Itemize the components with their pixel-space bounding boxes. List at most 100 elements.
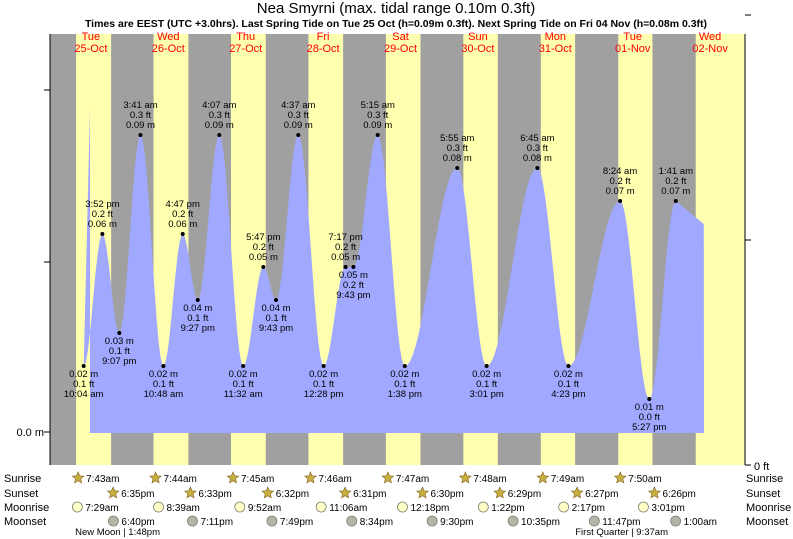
high-tide-marker: 3:52 pm0.2 ft0.06 m [85,199,120,236]
sunrise-star-icon [536,471,550,484]
date-label: 31-Oct [539,43,572,55]
moonrise-entry: 12:18pm [397,501,449,514]
moonset-moon-icon [346,515,358,527]
right-axis-label: 0 ft [754,461,769,473]
astro-row-label-left: Sunset [4,488,38,500]
moonset-moon-icon [266,515,278,527]
tide-height-ft: 0.1 ft [109,346,130,357]
tide-time: 9:07 pm [102,356,136,367]
tide-point [241,364,246,368]
date-label: 29-Oct [384,43,417,55]
moonset-moon-icon [507,515,519,527]
tide-point [351,265,356,269]
high-tide-marker: 5:15 am0.3 ft0.09 m [361,100,395,137]
tide-time: 1:38 pm [388,389,422,400]
moonrise-entry: 8:39am [153,501,200,514]
tide-height-ft: 0.2 ft [172,209,193,220]
day-of-week-label: Mon [545,31,566,43]
tide-point [81,364,86,368]
tide-height-m: 0.08 m [443,153,472,164]
tide-height-m: 0.09 m [284,120,313,131]
date-label: 02-Nov [692,43,728,55]
moonset-entry: 7:11pm [187,515,233,528]
tide-time: 9:27 pm [181,323,215,334]
moonset-entry: 10:35pm [507,515,560,528]
moon-phase-label: First Quarter | 9:37am [575,527,668,538]
day-of-week-label: Sun [468,31,488,43]
day-of-week-label: Tue [82,31,101,43]
moonrise-moon-icon [477,501,489,513]
sunrise-time: 7:44am [164,474,197,485]
moon-phase-first-quarter: First Quarter | 9:37am [575,527,668,538]
tide-time: 5:55 am [440,133,474,144]
sunset-entry: 6:27pm [570,486,618,500]
tide-point [217,133,222,137]
tide-height-ft: 0.3 ft [288,110,309,121]
sunset-star-icon [338,486,352,499]
high-tide-marker: 8:24 am0.2 ft0.07 m [603,166,637,203]
day-labels: Tue25-OctWed26-OctThu27-OctFri28-OctSat2… [74,31,728,55]
tide-height-m: 0.02 m [229,369,258,380]
tide-height-m: 0.02 m [554,369,583,380]
tide-time: 4:47 pm [166,199,200,210]
tide-height-m: 0.07 m [661,186,690,197]
date-label: 01-Nov [615,43,651,55]
tide-height-m: 0.06 m [168,219,197,230]
moonrise-time: 8:39am [166,503,199,514]
sunrise-entry: 7:45am [226,471,274,485]
tide-point [566,364,571,368]
day-of-week-label: Sat [392,31,409,43]
tide-height-ft: 0.1 ft [187,313,208,324]
tide-height-m: 0.02 m [149,369,178,380]
sunrise-time: 7:48am [473,474,506,485]
moonset-moon-icon [108,515,119,527]
tide-height-ft: 0.3 ft [527,143,548,154]
tide-point [161,364,166,368]
tide-time: 10:04 am [64,389,104,400]
sunset-star-icon [261,486,275,499]
moonset-entry: 6:40pm [108,515,155,528]
moonrise-moon-icon [397,501,408,513]
low-tide-marker: 0.02 m0.1 ft3:01 pm [469,364,504,400]
moonrise-moon-icon [558,501,570,513]
tide-curve-area [83,108,704,432]
astro-row-label-right: Sunset [746,488,780,500]
high-tide-marker: 5:47 pm0.2 ft0.05 m [246,232,281,269]
tide-time: 7:17 pm [328,232,362,243]
sunrise-entry: 7:44am [149,471,197,485]
low-tide-marker: 0.03 m0.1 ft9:07 pm [102,331,137,367]
chart-subtitle: Times are EEST (UTC +3.0hrs). Last Sprin… [85,18,707,30]
low-tide-marker: 0.02 m0.1 ft1:38 pm [388,364,422,400]
tide-height-ft: 0.3 ft [130,110,151,121]
moonset-entry: 9:30pm [426,515,473,528]
sunrise-star-icon [71,471,85,484]
moonset-time: 1:00am [684,517,717,528]
moonset-time: 7:49pm [280,517,313,528]
moonrise-entry: 11:06am [315,501,367,514]
sunrise-entry: 7:46am [303,471,352,485]
tide-height-ft: 0.3 ft [209,110,230,121]
high-tide-marker: 6:45 am0.3 ft0.08 m [520,133,555,170]
tide-height-m: 0.05 m [331,252,360,263]
sunset-star-icon [183,486,197,499]
date-label: 30-Oct [461,43,494,55]
moonset-time: 11:47pm [602,517,640,528]
moonrise-moon-icon [315,501,327,513]
date-label: 28-Oct [307,43,340,55]
tide-height-m: 0.02 m [472,369,501,380]
moonset-entry: 7:49pm [266,515,313,528]
moonset-time: 8:34pm [360,517,393,528]
tide-height-m: 0.02 m [69,369,98,380]
tide-height-m: 0.09 m [126,120,155,131]
astro-row-label-left: Moonrise [4,502,49,514]
sunset-entry: 6:30pm [416,486,464,500]
sunrise-star-icon [149,471,162,484]
tide-time: 4:07 am [202,100,236,111]
tide-point [618,199,623,203]
sunrise-time: 7:46am [318,474,351,485]
tide-time: 9:43 pm [259,323,293,334]
tide-time: 3:41 am [123,100,157,111]
sunrise-star-icon [303,471,317,484]
